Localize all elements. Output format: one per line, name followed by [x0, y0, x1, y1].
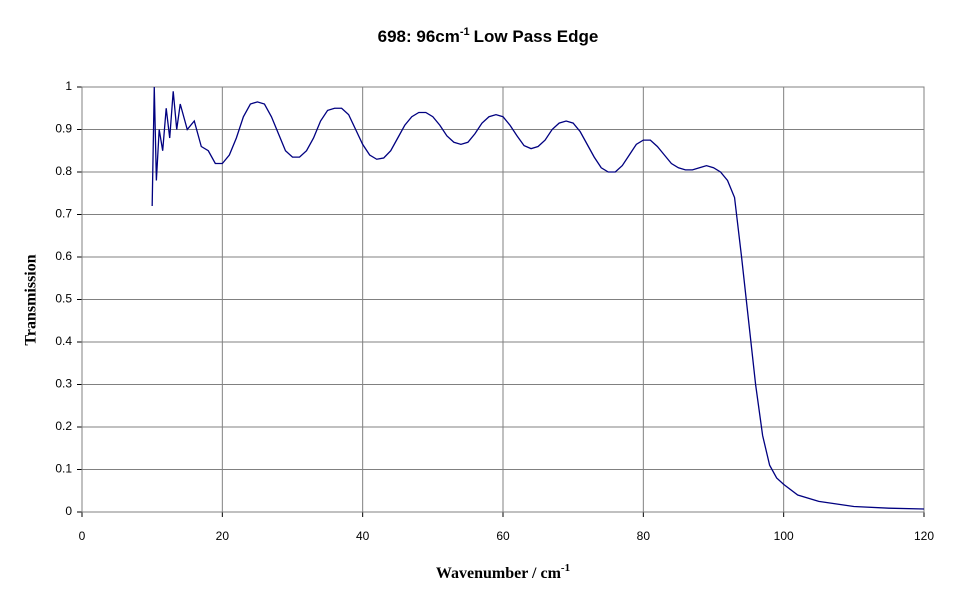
y-axis-label: Transmission [23, 254, 40, 345]
y-tick-label: 0.8 [55, 164, 72, 178]
x-tick-label: 100 [774, 529, 794, 543]
y-tick-label: 0.6 [55, 249, 72, 263]
y-tick-label: 0.3 [55, 377, 72, 391]
plot-frame [81, 86, 925, 513]
x-tick-label: 120 [914, 529, 934, 543]
x-label-superscript: -1 [561, 562, 570, 574]
y-tick-label: 0.2 [55, 419, 72, 433]
title-main: 698: 96cm [378, 27, 460, 46]
y-tick-label: 0.1 [55, 462, 72, 476]
data-line [151, 86, 925, 510]
y-tick-label: 0.7 [55, 207, 72, 221]
x-tick-label: 40 [356, 529, 370, 543]
x-tick-label: 80 [637, 529, 651, 543]
chart-title: 698: 96cm-1 Low Pass Edge [378, 26, 599, 47]
x-tick-label: 20 [216, 529, 230, 543]
y-tick-label: 0.9 [55, 122, 72, 136]
x-axis-label: Wavenumber / cm-1 [436, 562, 570, 582]
x-tick-label: 0 [79, 529, 86, 543]
y-tick-label: 1 [65, 79, 72, 93]
x-label-main: Wavenumber / cm [436, 565, 562, 582]
title-rest: Low Pass Edge [474, 27, 599, 46]
y-tick-label: 0.5 [55, 292, 72, 306]
y-tick-label: 0 [65, 504, 72, 518]
y-tick-label: 0.4 [55, 334, 72, 348]
title-superscript: -1 [460, 26, 470, 38]
x-tick-label: 60 [496, 529, 510, 543]
